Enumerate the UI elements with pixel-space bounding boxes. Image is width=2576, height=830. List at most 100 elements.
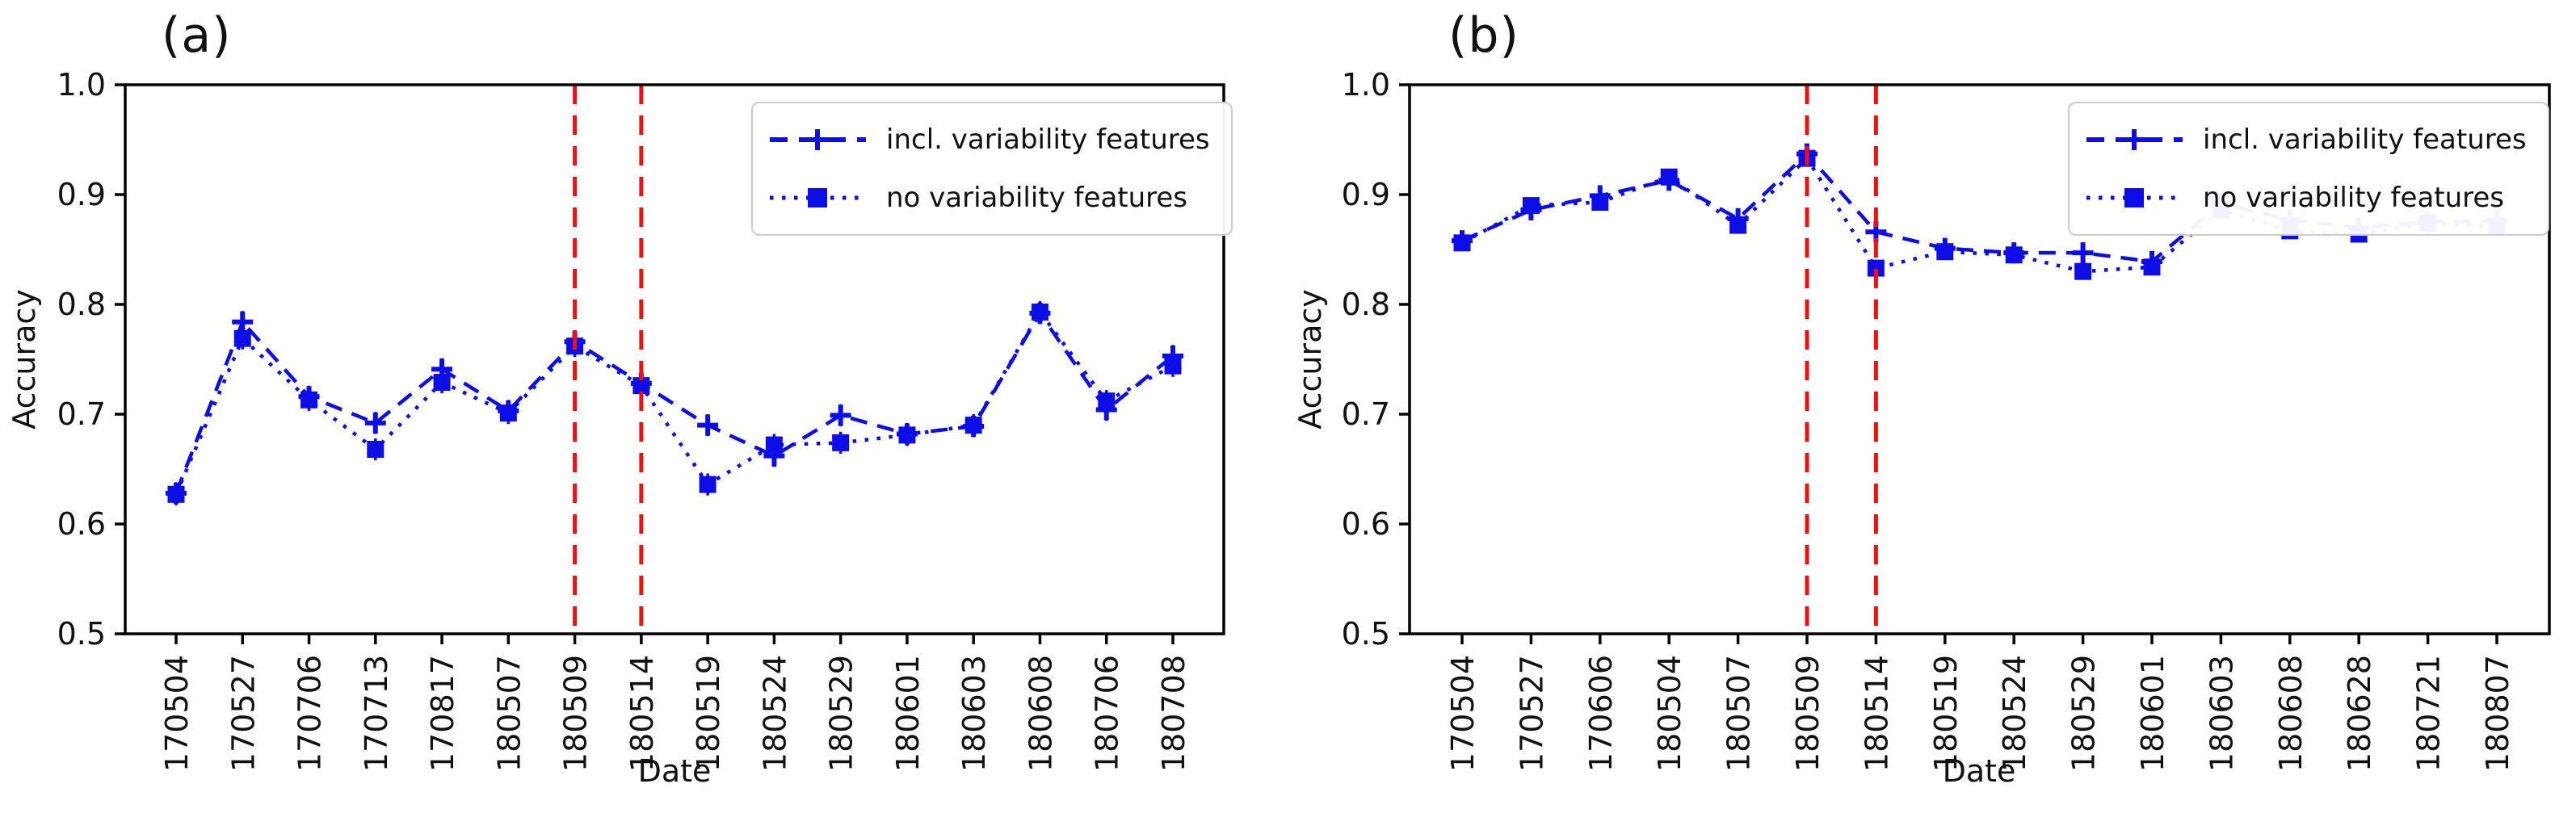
- square-marker: [499, 405, 517, 422]
- x-tick-label: 180603: [2204, 655, 2239, 772]
- square-marker: [2143, 258, 2161, 276]
- x-tick-label: 170817: [425, 655, 460, 772]
- square-marker: [632, 377, 650, 395]
- square-marker: [765, 436, 783, 454]
- square-marker: [964, 417, 982, 434]
- square-marker: [1867, 259, 1885, 277]
- x-tick-label: 180507: [1721, 655, 1757, 772]
- square-marker: [167, 485, 185, 503]
- x-tick-label: 180529: [824, 655, 859, 772]
- axes-frame: [1408, 83, 2551, 635]
- x-tick-label: 180524: [1997, 655, 2032, 772]
- square-marker: [2074, 262, 2092, 280]
- y-axis: 1.0 0.9 0.8 0.7 0.6 0.5: [57, 67, 125, 652]
- x-tick-label: 170713: [359, 655, 394, 772]
- dotted-square-legend-icon: [770, 188, 866, 208]
- x-tick-label: 170504: [1445, 655, 1481, 772]
- square-marker: [1453, 234, 1471, 252]
- y-tick-label: 0.9: [1342, 177, 1390, 212]
- square-marker: [433, 374, 451, 392]
- x-tick-label: 180608: [2273, 655, 2309, 772]
- x-tick-label: 180509: [558, 655, 594, 772]
- dashed-plus-legend-icon: [770, 129, 866, 150]
- x-tick-label: 180706: [1090, 655, 1125, 772]
- square-marker: [1936, 243, 1954, 261]
- x-axis: 170504 170527 170606 180504 180507 180509 1805…: [1445, 634, 2515, 772]
- square-marker: [1098, 392, 1116, 410]
- y-tick-label: 1.0: [1342, 67, 1390, 103]
- plus-marker: [364, 412, 386, 434]
- y-tick-label: 0.9: [57, 177, 106, 212]
- x-tick-label: 180514: [1859, 655, 1894, 772]
- square-marker: [367, 441, 385, 459]
- y-tick-label: 0.6: [57, 506, 106, 542]
- x-tick-label: 170527: [1514, 655, 1549, 772]
- square-marker: [699, 476, 716, 493]
- dotted-square-legend-icon: [2086, 188, 2183, 208]
- x-tick-label: 180601: [890, 655, 926, 772]
- axes-frame: [124, 83, 1225, 635]
- legend-label: no variability features: [2203, 182, 2505, 214]
- x-tick-label: 180608: [1023, 655, 1058, 772]
- square-marker: [2005, 246, 2023, 264]
- y-tick-label: 0.8: [1342, 287, 1390, 322]
- square-marker: [1591, 194, 1609, 212]
- x-tick-label: 180519: [1928, 655, 1964, 772]
- x-tick-label: 180504: [1652, 655, 1687, 772]
- square-marker: [1522, 197, 1540, 215]
- square-marker: [898, 426, 916, 444]
- y-tick-label: 0.6: [1342, 506, 1390, 542]
- legend-row: incl. variability features: [2084, 115, 2527, 165]
- y-tick-label: 0.5: [57, 616, 106, 652]
- panel-a: 1.0 0.9 0.8 0.7 0.6 0.5 170504 170527 170706 1707…: [57, 67, 1225, 772]
- y-tick-label: 1.0: [57, 67, 106, 103]
- square-marker: [1164, 357, 1182, 375]
- square-marker: [1031, 304, 1048, 321]
- plus-marker: [2072, 242, 2094, 264]
- plus-marker: [697, 414, 719, 436]
- x-tick-label: 180507: [491, 655, 527, 772]
- legend-row: no variability features: [767, 173, 1210, 223]
- x-tick-label: 180514: [624, 655, 660, 772]
- panel-b-ylabel: Accuracy: [1292, 289, 1328, 430]
- panel-b-legend: incl. variability features no variabilit…: [2068, 102, 2549, 236]
- legend-label: incl. variability features: [886, 124, 1210, 156]
- x-tick-label: 180601: [2135, 655, 2170, 772]
- x-tick-label: 180529: [2066, 655, 2102, 772]
- y-tick-label: 0.7: [1342, 396, 1390, 432]
- square-marker: [300, 391, 318, 409]
- square-marker: [233, 329, 251, 347]
- panel-a-ylabel: Accuracy: [6, 289, 42, 430]
- x-tick-label: 170527: [225, 655, 261, 772]
- legend-label: no variability features: [886, 182, 1188, 214]
- legend-row: incl. variability features: [767, 115, 1210, 165]
- square-marker: [1660, 168, 1678, 186]
- panel-a-xlabel: Date: [637, 753, 712, 789]
- y-tick-label: 0.7: [57, 396, 106, 432]
- panel-b-xlabel: Date: [1942, 753, 2016, 789]
- x-tick-label: 180628: [2342, 655, 2377, 772]
- panel-b-title: (b): [1448, 7, 1519, 64]
- x-axis: 170504 170527 170706 170713 170817 180507 1805…: [159, 634, 1191, 772]
- legend-label: incl. variability features: [2203, 124, 2527, 156]
- series-incl-variability: [166, 302, 1183, 505]
- series-no-variability: [167, 300, 1182, 505]
- x-tick-label: 180807: [2480, 655, 2515, 772]
- legend-row: no variability features: [2084, 173, 2527, 223]
- x-tick-label: 180509: [1790, 655, 1826, 772]
- x-tick-label: 170606: [1583, 655, 1619, 772]
- dashed-plus-legend-icon: [2086, 129, 2183, 150]
- panel-a-title: (a): [162, 7, 232, 64]
- y-axis: 1.0 0.9 0.8 0.7 0.6 0.5: [1342, 67, 1410, 652]
- x-tick-label: 180708: [1156, 655, 1191, 772]
- y-tick-label: 0.5: [1342, 616, 1390, 652]
- square-marker: [832, 434, 850, 451]
- x-tick-label: 180721: [2411, 655, 2447, 772]
- x-tick-label: 180519: [691, 655, 726, 772]
- x-tick-label: 180524: [757, 655, 792, 772]
- plus-marker: [830, 405, 851, 426]
- square-marker: [1729, 216, 1747, 234]
- panel-a-legend: incl. variability features no variabilit…: [751, 102, 1233, 236]
- x-tick-label: 180603: [956, 655, 992, 772]
